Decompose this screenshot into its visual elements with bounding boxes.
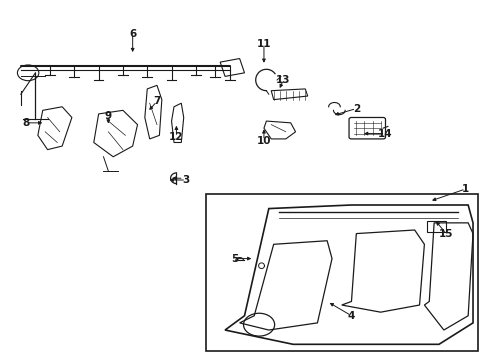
Text: 14: 14 [377,129,392,139]
Text: 15: 15 [438,229,452,239]
Bar [205,194,477,351]
Text: 1: 1 [461,184,468,194]
Text: 6: 6 [129,28,136,39]
Text: 2: 2 [352,104,359,113]
Text: 9: 9 [104,111,112,121]
Text: 13: 13 [276,75,290,85]
Text: 7: 7 [153,96,161,107]
Text: 5: 5 [231,253,238,264]
Text: 11: 11 [256,39,271,49]
Text: 3: 3 [182,175,189,185]
Text: 12: 12 [169,132,183,142]
Text: 8: 8 [22,118,29,128]
Bar [426,221,446,232]
Text: 4: 4 [347,311,354,321]
Text: 10: 10 [256,136,271,146]
